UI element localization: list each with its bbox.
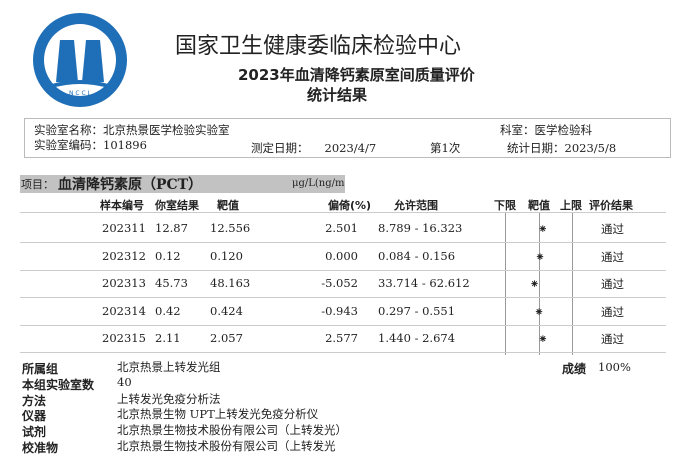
allowed-range: 1.440 - 2.674 (378, 331, 456, 345)
target-value: 48.163 (210, 276, 251, 290)
col-result: 你室结果 (155, 199, 199, 212)
bias-percent: -5.052 (321, 276, 358, 290)
summary-value: 40 (117, 374, 132, 389)
stat-date: 统计日期：2023/5/8 (507, 140, 616, 156)
report-subtitle: 统计结果 (307, 86, 368, 104)
dept: 科室：医学检验科 (500, 122, 592, 138)
sample-id: 202311 (102, 221, 146, 235)
lower-limit-line (505, 213, 506, 355)
bias-percent: 2.577 (325, 331, 358, 345)
summary-label: 试剂 (22, 425, 47, 440)
upper-limit-line (572, 213, 573, 355)
row-divider (20, 297, 666, 298)
allowed-range: 8.789 - 16.323 (378, 221, 463, 235)
lab-result: 0.12 (155, 248, 181, 263)
evaluation-result: 通过 (601, 304, 624, 319)
lab-code-label: 实验室编码： (34, 138, 103, 152)
row-divider (20, 324, 666, 326)
dept-label: 科室： (500, 123, 535, 137)
target-value: 2.057 (210, 331, 243, 345)
project-unit: μg/L(ng/m (292, 178, 345, 189)
evaluation-result: 通过 (601, 277, 624, 291)
col-lower: 下限 (494, 199, 516, 212)
summary-value: 北京热景生物 UPT上转发光免疫分析仪 (117, 407, 319, 422)
evaluation-result: 通过 (601, 332, 624, 346)
nccl-logo: N C C L (33, 13, 127, 107)
result-marker: ⁕ (535, 249, 546, 264)
project-bar (20, 175, 345, 193)
target-value: 12.556 (210, 221, 251, 235)
result-marker: ⁕ (537, 332, 548, 346)
evaluation-result: 通过 (601, 222, 624, 236)
score-label: 成绩 (562, 362, 587, 376)
col-target-mark: 靶值 (528, 199, 550, 212)
report-title: 2023年血清降钙素原室间质量评价 (238, 66, 475, 84)
lab-result: 2.11 (155, 331, 181, 345)
row-divider (20, 269, 666, 271)
target-value: 0.120 (210, 248, 243, 263)
dept-value: 医学检验科 (534, 123, 593, 137)
org-title: 国家卫生健康委临床检验中心 (175, 34, 462, 59)
test-date: 测定日期： 2023/4/7 (251, 140, 376, 156)
round: 第1次 (430, 141, 461, 155)
lab-name: 实验室名称：北京热景医学检验实验室 (34, 122, 230, 138)
target-line (539, 213, 540, 355)
summary-label: 仪器 (22, 409, 47, 424)
stat-date-value: 2023/5/8 (564, 141, 617, 155)
sample-id: 202314 (102, 303, 146, 318)
summary-value: 北京热景生物技术股份有限公司（上转发光） (117, 423, 347, 438)
sample-id: 202313 (102, 276, 146, 290)
result-marker: ⁕ (529, 277, 540, 291)
bias-percent: 2.501 (325, 221, 358, 235)
summary-value: 北京热景上转发光组 (117, 360, 221, 374)
col-sample: 样本编号 (100, 199, 144, 212)
test-date-value: 2023/4/7 (324, 141, 377, 155)
sample-id: 202315 (102, 331, 146, 345)
row-divider (20, 242, 666, 243)
summary-value: 北京热景生物技术股份有限公司（上转发光 (117, 439, 336, 453)
col-upper: 上限 (560, 199, 582, 212)
stat-date-label: 统计日期： (507, 141, 565, 155)
lab-code: 实验室编码：101896 (34, 137, 147, 153)
summary-label: 所属组 (22, 362, 59, 376)
row-divider (20, 352, 666, 353)
lab-code-value: 101896 (103, 138, 147, 152)
header-divider (20, 212, 666, 213)
svg-text:N C C L: N C C L (69, 90, 92, 97)
allowed-range: 0.297 - 0.551 (378, 303, 456, 318)
project-label: 项目： (21, 178, 54, 191)
target-value: 0.424 (210, 303, 243, 318)
lab-result: 12.87 (155, 221, 188, 235)
allowed-range: 0.084 - 0.156 (378, 248, 456, 263)
test-date-label: 测定日期： (251, 141, 309, 155)
summary-label: 方法 (22, 393, 47, 408)
lab-info-box (24, 118, 671, 158)
summary-label: 校准物 (22, 441, 59, 455)
lab-result: 0.42 (155, 303, 181, 318)
col-range: 允许范围 (394, 199, 438, 212)
bias-percent: 0.000 (325, 248, 358, 263)
evaluation-result: 通过 (601, 249, 624, 264)
result-marker: ⁕ (537, 222, 548, 236)
col-target: 靶值 (217, 199, 239, 212)
lab-result: 45.73 (155, 276, 188, 290)
lab-name-label: 实验室名称： (34, 123, 103, 137)
project-name: 血清降钙素原（PCT） (58, 177, 203, 193)
score-value: 100% (598, 360, 631, 374)
lab-name-value: 北京热景医学检验实验室 (103, 123, 230, 137)
col-eval: 评价结果 (589, 199, 633, 212)
col-bias: 偏倚(%) (328, 199, 372, 212)
allowed-range: 33.714 - 62.612 (378, 276, 470, 290)
summary-value: 上转发光免疫分析法 (117, 391, 221, 406)
summary-label: 本组实验室数 (22, 377, 95, 392)
result-marker: ⁕ (533, 304, 545, 319)
sample-id: 202312 (102, 248, 146, 263)
bias-percent: -0.943 (321, 303, 358, 318)
